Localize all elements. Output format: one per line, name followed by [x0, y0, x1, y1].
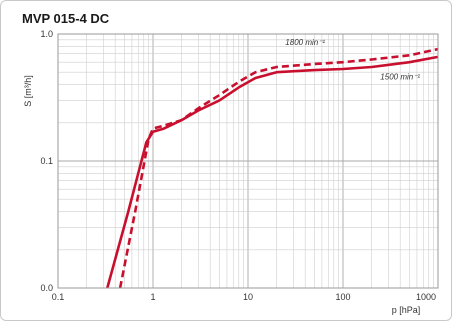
x-tick-label: 10: [243, 292, 253, 302]
grid-lines: [57, 34, 438, 289]
y-axis-label: S [m³/h]: [23, 75, 33, 107]
x-tick-label: 100: [335, 292, 350, 302]
x-tick-labels: 0.1 1 10 100 1000: [52, 292, 436, 302]
plot-border: [57, 33, 439, 289]
x-tick-label: 1000: [416, 292, 436, 302]
x-axis-label: p [hPa]: [392, 305, 421, 315]
series-annotation: 1800 min⁻¹: [285, 38, 325, 47]
series-line-1500: [106, 55, 439, 289]
y-tick-label: 1.0: [40, 29, 53, 39]
series-annotation: 1500 min⁻¹: [380, 72, 420, 81]
x-tick-label: 1: [150, 292, 155, 302]
series-annotations: 1800 min⁻¹ 1500 min⁻¹: [285, 38, 420, 81]
chart-title: MVP 015-4 DC: [22, 11, 110, 26]
y-tick-label: 0.0: [40, 283, 53, 293]
series-lines: [106, 47, 439, 289]
x-tick-label: 0.1: [52, 292, 65, 302]
y-tick-labels: 0.0 0.1 1.0: [40, 29, 53, 293]
series-line-1800: [118, 47, 439, 289]
y-tick-label: 0.1: [40, 156, 53, 166]
